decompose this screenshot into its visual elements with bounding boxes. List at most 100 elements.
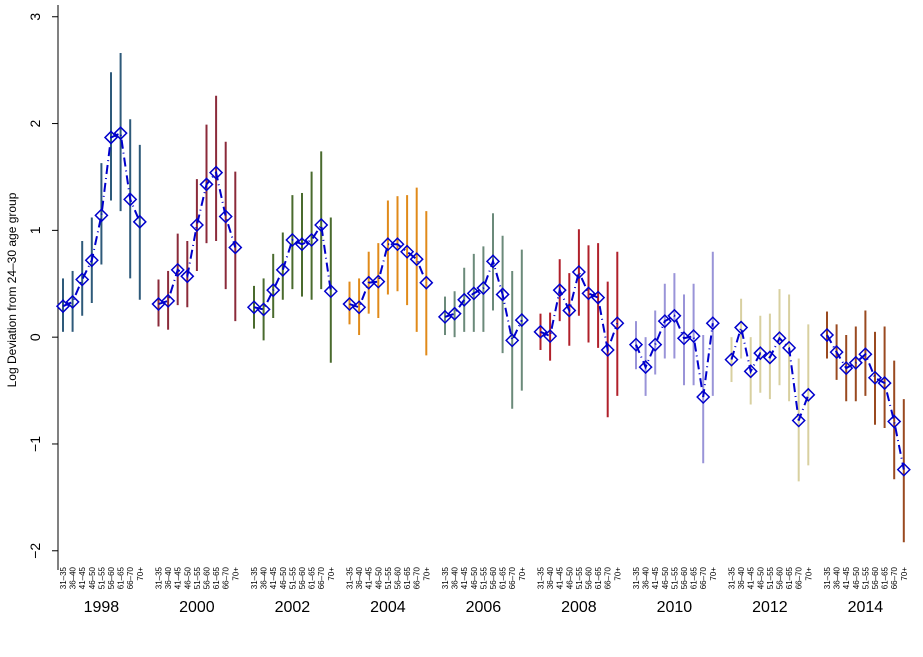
x-tick-label: 51–55 [288, 566, 297, 589]
marker [571, 264, 586, 280]
x-tick-label: 31–35 [250, 566, 259, 589]
x-tick-label: 56–60 [871, 566, 880, 589]
marker [294, 237, 310, 252]
marker [218, 209, 233, 224]
marker [65, 294, 80, 309]
marker [600, 342, 615, 358]
marker [228, 240, 243, 255]
marker [380, 237, 395, 252]
marker [858, 347, 873, 362]
x-tick-label: 41–45 [269, 566, 278, 589]
group-label: 2014 [848, 599, 884, 616]
x-tick-label: 70+ [709, 567, 718, 581]
x-tick-label: 70+ [613, 567, 622, 581]
x-tick-label: 41–45 [747, 566, 756, 589]
x-tick-label: 70+ [422, 567, 431, 581]
x-tick-label: 31–35 [155, 566, 164, 589]
marker [772, 331, 787, 346]
marker [342, 296, 357, 312]
x-tick-label: 66–70 [890, 566, 899, 589]
x-tick-label: 66–70 [795, 566, 804, 589]
marker [246, 300, 262, 315]
x-tick-label: 56–60 [394, 566, 403, 589]
marker [657, 314, 672, 329]
x-tick-label: 41–45 [651, 566, 660, 589]
group-label: 2004 [370, 599, 406, 616]
x-tick-label: 56–60 [107, 566, 116, 589]
x-tick-label: 66–70 [508, 566, 517, 589]
x-tick-label: 56–60 [585, 566, 594, 589]
marker [199, 177, 214, 192]
x-tick-label: 46–50 [661, 566, 670, 589]
marker [390, 237, 405, 252]
x-tick-label: 31–35 [728, 566, 737, 589]
connect-line [62, 131, 141, 308]
x-tick-label: 61–65 [117, 566, 126, 589]
marker [304, 232, 319, 248]
marker [848, 355, 863, 370]
marker [562, 303, 577, 318]
group-label: 2010 [657, 599, 693, 616]
x-tick-label: 46–50 [183, 566, 192, 589]
x-tick-label: 46–50 [279, 566, 288, 589]
marker [705, 316, 720, 331]
x-tick-label: 31–35 [537, 566, 546, 589]
marker [476, 280, 491, 296]
connect-line [730, 323, 810, 421]
y-tick-label: −2 [27, 543, 43, 559]
x-tick-label: 51–55 [384, 566, 393, 589]
x-tick-label: 61–65 [212, 566, 221, 589]
x-tick-label: 51–55 [670, 566, 679, 589]
x-tick-label: 51–55 [479, 566, 488, 589]
x-tick-label: 36–40 [737, 566, 746, 589]
marker [180, 269, 195, 284]
marker [189, 217, 204, 233]
marker [285, 232, 300, 248]
x-tick-label: 61–65 [499, 566, 508, 589]
marker [371, 274, 386, 289]
group-label: 1998 [84, 599, 120, 616]
marker [552, 283, 567, 298]
x-tick-label: 66–70 [317, 566, 326, 589]
x-tick-label: 31–35 [346, 566, 355, 589]
x-tick-label: 66–70 [604, 566, 613, 589]
marker [457, 292, 472, 307]
x-tick-label: 61–65 [881, 566, 890, 589]
x-tick-label: 31–35 [59, 566, 68, 589]
x-tick-label: 56–60 [489, 566, 498, 589]
marker [400, 244, 415, 259]
marker [782, 340, 797, 355]
marker [419, 275, 434, 290]
marker [84, 253, 99, 268]
x-tick-label: 51–55 [97, 566, 106, 589]
x-tick-label: 61–65 [308, 566, 317, 589]
marker [734, 320, 749, 335]
y-tick-label: −1 [27, 436, 43, 452]
x-tick-label: 66–70 [413, 566, 422, 589]
x-tick-label: 41–45 [174, 566, 183, 589]
marker [762, 350, 777, 365]
group-label: 2002 [275, 599, 311, 616]
marker [352, 300, 367, 315]
x-tick-label: 70+ [136, 567, 145, 581]
connect-line [444, 258, 523, 344]
marker [801, 387, 816, 402]
marker [256, 302, 271, 317]
x-tick-label: 41–45 [842, 566, 851, 589]
x-tick-label: 41–45 [460, 566, 469, 589]
x-tick-label: 36–40 [642, 566, 651, 589]
marker [628, 337, 644, 352]
marker [533, 324, 548, 339]
marker [753, 346, 768, 361]
marker [581, 286, 596, 301]
x-tick-label: 36–40 [355, 566, 364, 589]
x-tick-label: 66–70 [699, 566, 708, 589]
marker [819, 327, 835, 343]
marker [724, 352, 739, 367]
marker [887, 414, 902, 429]
x-tick-label: 61–65 [594, 566, 603, 589]
marker [94, 208, 109, 223]
x-tick-label: 46–50 [756, 566, 765, 589]
